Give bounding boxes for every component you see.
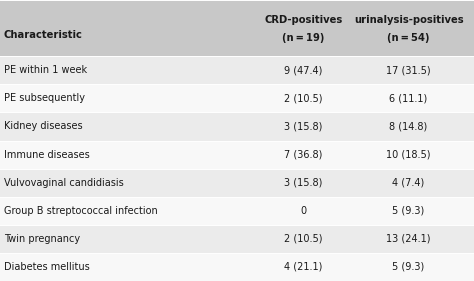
Text: PE within 1 week: PE within 1 week	[4, 65, 87, 75]
Text: 2 (10.5): 2 (10.5)	[284, 234, 323, 244]
Text: 13 (24.1): 13 (24.1)	[386, 234, 431, 244]
Text: 6 (11.1): 6 (11.1)	[390, 93, 428, 103]
Text: Group B streptococcal infection: Group B streptococcal infection	[4, 206, 157, 216]
Bar	[0, 140, 474, 169]
Text: 4 (7.4): 4 (7.4)	[392, 178, 425, 188]
Bar	[0, 197, 474, 225]
Text: (n = 19): (n = 19)	[282, 33, 325, 43]
Bar	[0, 253, 474, 281]
Text: 5 (9.3): 5 (9.3)	[392, 206, 425, 216]
Text: Immune diseases: Immune diseases	[4, 149, 90, 160]
Text: 8 (14.8): 8 (14.8)	[390, 121, 428, 132]
Text: 4 (21.1): 4 (21.1)	[284, 262, 322, 272]
Text: 17 (31.5): 17 (31.5)	[386, 65, 431, 75]
Text: 3 (15.8): 3 (15.8)	[284, 178, 322, 188]
Text: Diabetes mellitus: Diabetes mellitus	[4, 262, 90, 272]
Text: 9 (47.4): 9 (47.4)	[284, 65, 322, 75]
Text: 2 (10.5): 2 (10.5)	[284, 93, 323, 103]
Bar	[0, 84, 474, 112]
Text: Twin pregnancy: Twin pregnancy	[4, 234, 80, 244]
Text: PE subsequently: PE subsequently	[4, 93, 85, 103]
Text: CRD-positives: CRD-positives	[264, 15, 343, 25]
Text: 3 (15.8): 3 (15.8)	[284, 121, 322, 132]
Text: 5 (9.3): 5 (9.3)	[392, 262, 425, 272]
Text: (n = 54): (n = 54)	[387, 33, 430, 43]
Text: Characteristic: Characteristic	[4, 30, 82, 40]
Text: 0: 0	[301, 206, 306, 216]
Bar	[0, 112, 474, 140]
Text: urinalysis-positives: urinalysis-positives	[354, 15, 464, 25]
Text: Vulvovaginal candidiasis: Vulvovaginal candidiasis	[4, 178, 124, 188]
Bar	[0, 225, 474, 253]
Text: 10 (18.5): 10 (18.5)	[386, 149, 431, 160]
Bar	[0, 169, 474, 197]
Bar	[0, 0, 474, 56]
Text: 7 (36.8): 7 (36.8)	[284, 149, 322, 160]
Bar	[0, 56, 474, 84]
Text: Kidney diseases: Kidney diseases	[4, 121, 82, 132]
